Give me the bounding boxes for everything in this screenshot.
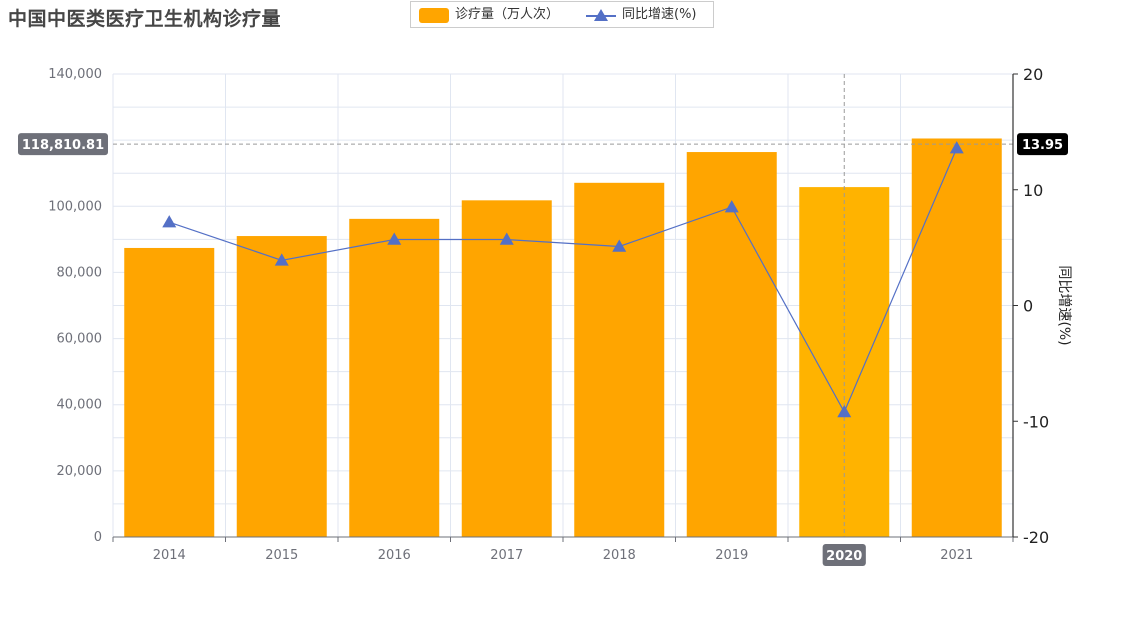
growth-point-2020[interactable] (837, 404, 852, 418)
y-right-tick-label: -10 (1023, 412, 1049, 431)
y-left-tick-label: 60,000 (57, 332, 103, 347)
svg-text:118,810.81: 118,810.81 (22, 138, 104, 153)
y-right-tick-label: 0 (1023, 297, 1033, 316)
x-tick-label-2017: 2017 (490, 548, 523, 563)
y-left-tick-label: 20,000 (57, 464, 103, 479)
growth-point-2015[interactable] (274, 253, 289, 266)
y-right-axis-title: 同比增速(%) (1056, 265, 1072, 345)
x-tick-label-2014: 2014 (153, 548, 186, 563)
legend-bar-swatch (419, 8, 449, 23)
x-tick-label-2019: 2019 (715, 548, 748, 563)
y-left-tick-label: 80,000 (57, 265, 103, 280)
legend-line-label: 同比增速(%) (622, 7, 697, 22)
y-left-tick-label: 140,000 (48, 67, 102, 82)
growth-point-2018[interactable] (612, 239, 627, 252)
pointer-badge-left: 118,810.81 (18, 133, 108, 156)
y-right-tick-label: 20 (1023, 65, 1043, 84)
label-layer: 2014 2015 2016 2017 2018 2019 2021 0 20,000 40,00… (18, 65, 1072, 566)
legend-bar-label: 诊疗量（万人次） (455, 7, 560, 22)
x-tick-label-2018: 2018 (603, 548, 636, 563)
growth-line (169, 147, 958, 414)
x-tick-label-2015: 2015 (265, 548, 298, 563)
growth-point-2019[interactable] (724, 200, 739, 213)
bar-2019[interactable] (686, 152, 777, 537)
pointer-badge-x: 2020 (822, 544, 866, 566)
chart-title: 中国中医类医疗卫生机构诊疗量 (8, 8, 282, 30)
bar-2014[interactable] (124, 247, 215, 537)
y-left-tick-label: 40,000 (57, 398, 103, 413)
bar-2015[interactable] (236, 236, 327, 538)
line-layer (162, 141, 964, 418)
svg-text:13.95: 13.95 (1022, 138, 1063, 153)
y-right-tick-label: -20 (1023, 528, 1049, 547)
y-right-tick-label: 10 (1023, 181, 1043, 200)
y-left-tick-label: 0 (94, 530, 102, 545)
x-tick-label-2021: 2021 (940, 548, 973, 563)
axis-layer (112, 73, 1018, 542)
legend-line-icon (586, 9, 616, 21)
bar-2016[interactable] (349, 218, 440, 538)
pointer-layer (113, 74, 1013, 537)
growth-point-2014[interactable] (162, 215, 177, 228)
pointer-badge-right: 13.95 (1017, 133, 1068, 156)
growth-point-2017[interactable] (499, 232, 514, 245)
growth-point-2016[interactable] (387, 232, 402, 245)
svg-text:2020: 2020 (826, 549, 862, 564)
bar-2017[interactable] (461, 200, 552, 537)
x-tick-label-2016: 2016 (378, 548, 411, 563)
legend: 诊疗量（万人次） 同比增速(%) (410, 1, 714, 28)
y-left-tick-label: 100,000 (48, 199, 102, 214)
bar-2021[interactable] (911, 138, 1002, 537)
growth-point-2021[interactable] (949, 141, 964, 154)
